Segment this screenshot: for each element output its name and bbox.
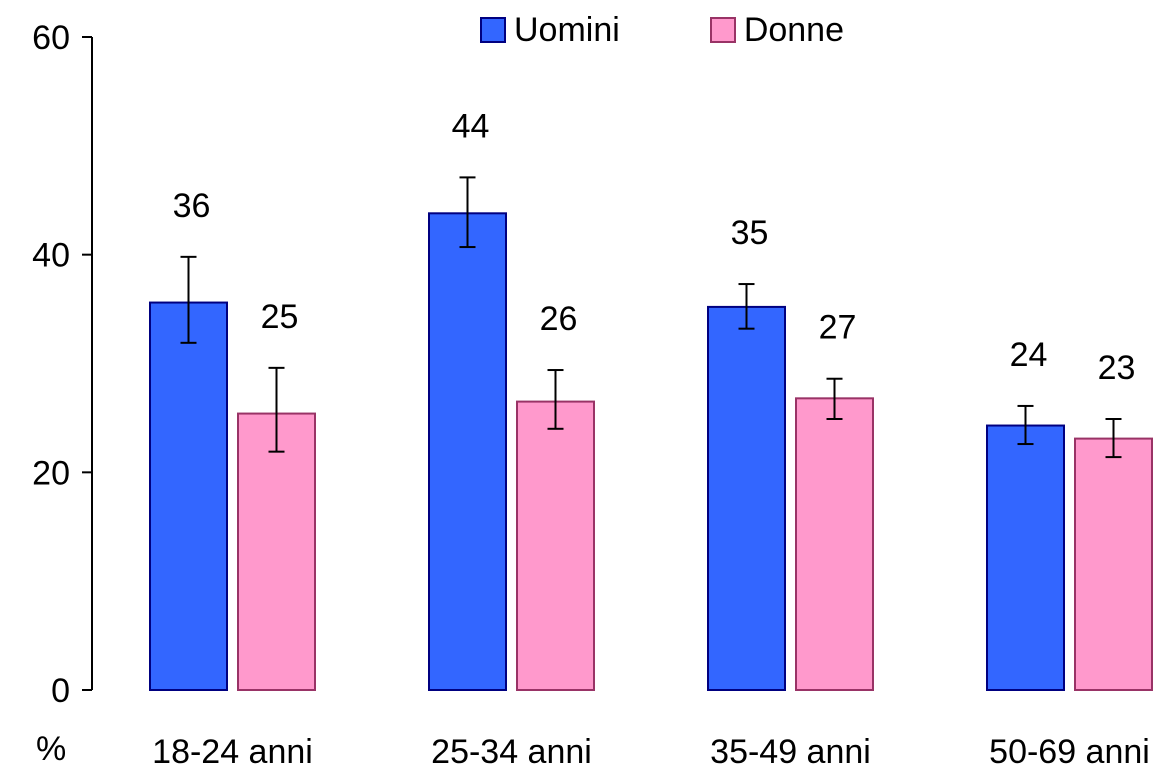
bar-donne — [237, 412, 316, 691]
y-tick-label: 20 — [32, 454, 70, 492]
x-category-label: 25-34 anni — [431, 733, 592, 768]
legend-swatch-uomini — [480, 17, 506, 43]
data-label: 26 — [540, 300, 578, 338]
bar-uomini — [149, 301, 228, 691]
data-label: 27 — [819, 309, 857, 347]
data-label: 23 — [1098, 349, 1136, 387]
bar-donne — [1074, 437, 1153, 691]
y-tick-label: 0 — [51, 672, 70, 710]
legend-label-donne: Donne — [743, 11, 845, 49]
data-label: 35 — [731, 214, 769, 252]
legend-item-donne: Donne — [709, 10, 845, 50]
bar-donne — [516, 400, 595, 691]
y-tick-label: 40 — [32, 237, 70, 275]
legend-label-uomini: Uomini — [514, 11, 620, 49]
y-unit-label: % — [36, 730, 67, 768]
x-category-label: 50-69 anni — [989, 733, 1150, 768]
data-label: 36 — [173, 187, 211, 225]
data-label: 44 — [452, 107, 490, 145]
data-label: 25 — [261, 298, 299, 336]
y-tick-label: 60 — [32, 19, 70, 57]
bar-uomini — [428, 212, 507, 691]
data-label: 24 — [1010, 336, 1048, 374]
bar-uomini — [707, 305, 786, 691]
legend-item-uomini: Uomini — [480, 10, 620, 50]
legend-swatch-donne — [709, 17, 736, 43]
x-category-label: 18-24 anni — [152, 733, 313, 768]
bar-donne — [795, 397, 874, 691]
legend: Uomini Donne — [480, 10, 844, 50]
x-category-label: 35-49 anni — [710, 733, 871, 768]
bar-uomini — [986, 424, 1065, 691]
